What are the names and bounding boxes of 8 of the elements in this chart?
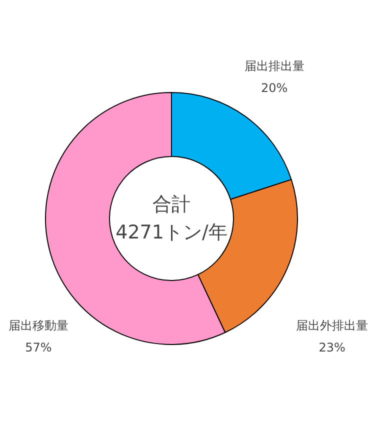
text: 4271トン/年 <box>116 222 228 244</box>
slice-label: 届出排出量 <box>244 58 304 73</box>
text: 合計 <box>152 194 190 216</box>
data-label: 20% <box>261 80 288 95</box>
slice-label: 届出移動量 <box>8 318 68 332</box>
data-label: 23% <box>318 340 346 354</box>
data-label: 57% <box>25 340 52 354</box>
slice-label: 届出外排出量 <box>296 318 368 332</box>
